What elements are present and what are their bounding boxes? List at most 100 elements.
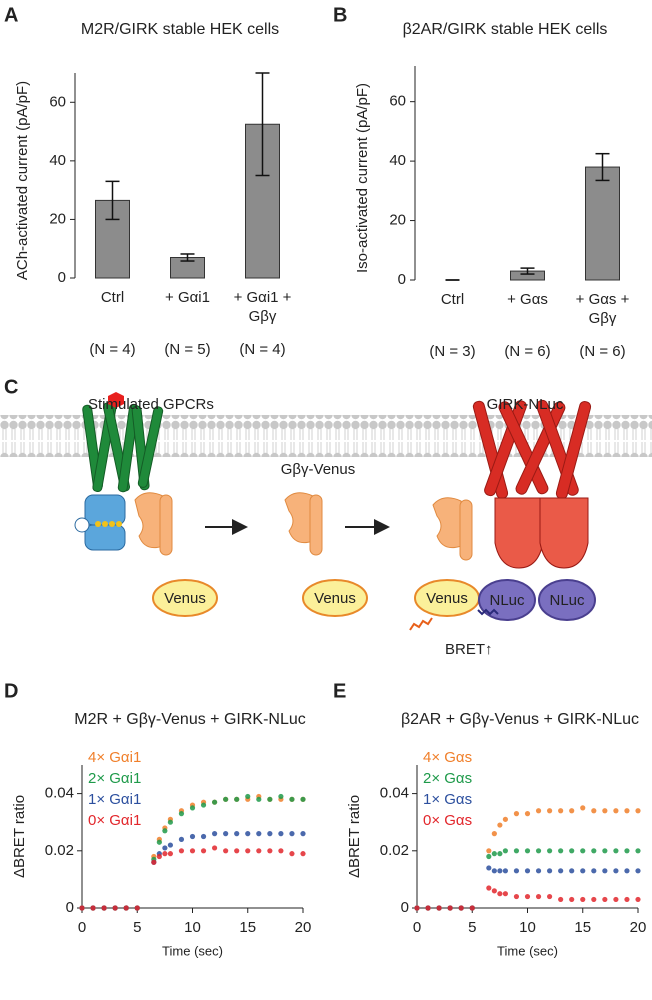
x-tick-label: + Gαs — [507, 291, 548, 308]
point — [558, 848, 564, 854]
point — [234, 796, 240, 802]
point — [200, 848, 207, 854]
y-tick-label: 0 — [398, 271, 406, 288]
point — [558, 896, 564, 903]
point — [580, 868, 586, 874]
point — [591, 808, 597, 814]
point — [178, 836, 185, 842]
legend-entry: 1× Gαs — [423, 791, 472, 808]
x-tick-label: + Gαs + Gβγ — [575, 291, 630, 327]
point — [256, 848, 262, 854]
point — [624, 868, 630, 874]
point — [602, 808, 608, 814]
point — [156, 853, 162, 860]
point — [234, 848, 240, 854]
y-tick-label: 40 — [49, 152, 66, 169]
point — [189, 848, 196, 854]
point — [300, 831, 306, 837]
point — [591, 868, 597, 874]
point — [300, 851, 306, 857]
x-tick-label: 5 — [133, 919, 141, 936]
x-tick-label: 15 — [574, 919, 591, 936]
venus — [152, 579, 218, 617]
point — [591, 848, 597, 854]
panel-letter: B — [333, 4, 347, 26]
point — [436, 905, 442, 911]
diagram-label: GIRK-NLuc — [487, 396, 564, 413]
point — [278, 831, 284, 837]
nluc — [538, 579, 596, 621]
point — [513, 868, 520, 874]
point — [513, 811, 520, 817]
point — [535, 848, 542, 854]
n-label: (N = 4) — [89, 341, 135, 358]
venus-label: Venus — [314, 590, 356, 607]
point — [569, 848, 575, 854]
point — [635, 868, 641, 874]
point — [497, 851, 503, 857]
point — [497, 891, 503, 897]
point — [491, 888, 497, 894]
chart-title: β2AR + Gβγ-Venus + GIRK-NLuc — [401, 711, 639, 728]
point — [212, 799, 218, 805]
point — [502, 868, 508, 874]
n-label: (N = 3) — [429, 343, 475, 360]
point — [167, 842, 173, 848]
gpcr — [82, 392, 164, 493]
point — [491, 868, 497, 874]
point — [189, 805, 196, 811]
point — [256, 831, 262, 837]
bret-label: BRET↑ — [445, 641, 493, 658]
point — [486, 848, 492, 854]
point — [524, 848, 531, 854]
point — [234, 831, 240, 837]
x-tick-label: 10 — [184, 919, 201, 936]
diagram-label: Stimulated GPCRs — [88, 396, 214, 413]
point — [547, 868, 553, 874]
x-axis-label: Time (sec) — [162, 943, 223, 958]
point — [162, 851, 168, 857]
point — [535, 868, 542, 874]
point — [558, 808, 564, 814]
point — [580, 848, 586, 854]
point — [267, 848, 273, 854]
point — [580, 805, 586, 811]
point — [289, 851, 295, 857]
n-label: (N = 5) — [164, 341, 210, 358]
point — [486, 885, 492, 891]
legend-entry: 4× Gαi1 — [88, 749, 141, 766]
point — [245, 848, 251, 854]
point — [458, 905, 464, 911]
point — [79, 905, 85, 911]
y-tick-label: 0 — [401, 899, 409, 916]
point — [613, 848, 619, 854]
legend-entry: 0× Gαi1 — [88, 812, 141, 829]
point — [580, 896, 586, 903]
y-axis-label: ACh-activated current (pA/pF) — [14, 81, 31, 280]
x-tick-label: 10 — [519, 919, 536, 936]
point — [289, 831, 295, 837]
g-alpha — [74, 494, 126, 551]
point — [123, 905, 129, 911]
point — [212, 845, 218, 851]
point — [502, 848, 508, 854]
point — [245, 831, 251, 837]
point — [223, 831, 229, 837]
point — [502, 816, 508, 822]
point — [624, 848, 630, 854]
point — [635, 848, 641, 854]
diagram: Stimulated GPCRs Gβγ-Venus GIRK-NLuc Ven… — [0, 392, 652, 658]
point — [591, 896, 597, 903]
point — [513, 848, 520, 854]
panel-letter: A — [4, 4, 18, 26]
panel-letter: D — [4, 680, 18, 702]
point — [223, 796, 229, 802]
point — [245, 793, 251, 800]
n-label: (N = 4) — [239, 341, 285, 358]
point — [613, 808, 619, 814]
point — [624, 896, 630, 903]
point — [267, 796, 273, 802]
n-label: (N = 6) — [579, 343, 625, 360]
point — [524, 811, 531, 817]
